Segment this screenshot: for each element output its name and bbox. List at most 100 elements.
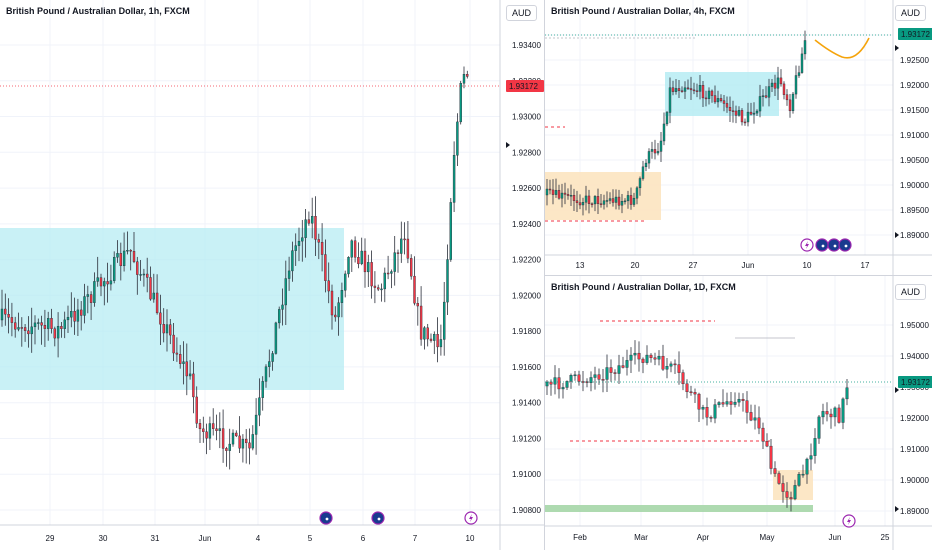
candle-body	[169, 324, 172, 336]
y-tick-label: 1.90500	[900, 156, 929, 165]
candle-body	[373, 285, 377, 288]
candle-body	[575, 200, 579, 203]
scale-arrow-icon	[895, 232, 899, 238]
candle-body	[593, 196, 597, 205]
candle-body	[685, 383, 689, 393]
candle-body	[545, 188, 549, 196]
candle-body	[644, 162, 648, 168]
candle-body	[645, 354, 649, 363]
x-tick-label: Feb	[573, 533, 587, 542]
candle-body	[563, 192, 567, 195]
candle-body	[781, 483, 785, 492]
candle-body	[390, 271, 393, 274]
candle-body	[244, 438, 248, 444]
candle-body	[601, 379, 605, 381]
currency-badge[interactable]: AUD	[506, 5, 538, 21]
candle-body	[668, 87, 672, 113]
currency-badge[interactable]: AUD	[895, 5, 927, 21]
candle-body	[50, 318, 53, 329]
candle-body	[701, 407, 705, 410]
candle-body	[705, 407, 709, 418]
candle-body	[446, 259, 449, 303]
chart-pane-1h[interactable]: 1.934001.932001.930001.928001.926001.924…	[0, 0, 544, 550]
y-tick-label: 1.92500	[900, 56, 929, 65]
x-tick-label: 7	[413, 534, 418, 543]
candle-body	[218, 428, 222, 431]
candle-body	[752, 112, 756, 115]
candle-body	[767, 86, 771, 98]
y-tick-label: 1.91200	[512, 434, 541, 443]
candle-body	[773, 468, 777, 474]
y-tick-label: 1.91800	[512, 327, 541, 336]
candle-body	[673, 363, 677, 366]
candle-body	[554, 190, 558, 195]
candle-body	[572, 194, 576, 201]
candle-body	[709, 417, 713, 419]
candle-body	[761, 95, 765, 97]
y-tick-label: 1.95000	[900, 321, 929, 330]
candle-body	[287, 270, 291, 279]
candle-body	[551, 189, 555, 195]
currency-badge[interactable]: AUD	[895, 284, 927, 300]
candle-body	[553, 377, 557, 385]
candle-body	[33, 322, 37, 328]
chart-pane-4h[interactable]: 1.930001.925001.920001.915001.910001.905…	[545, 0, 932, 275]
chart-canvas-1h[interactable]: 1.934001.932001.930001.928001.926001.924…	[0, 0, 544, 550]
candle-body	[557, 190, 561, 199]
candle-body	[617, 196, 621, 206]
candle-body	[770, 82, 774, 87]
candle-body	[320, 242, 324, 255]
candle-body	[794, 75, 798, 95]
pane-divider-horizontal[interactable]	[544, 275, 932, 276]
range-zone	[0, 228, 344, 390]
chart-pane-1d[interactable]: 1.950001.940001.930001.920001.910001.900…	[545, 276, 932, 550]
candle-body	[162, 324, 165, 334]
candle-body	[228, 443, 231, 451]
candle-body	[791, 93, 795, 112]
candle-body	[617, 365, 621, 374]
candle-body	[188, 373, 192, 377]
candle-body	[683, 87, 687, 92]
candle-body	[681, 372, 685, 385]
candle-body	[734, 110, 738, 116]
candle-body	[4, 308, 7, 315]
candle-body	[112, 257, 116, 281]
candle-body	[722, 100, 726, 104]
chart-canvas-4h[interactable]: 1.930001.925001.920001.915001.910001.905…	[545, 0, 932, 275]
candle-body	[625, 360, 629, 368]
australia-flag-icon	[838, 238, 852, 252]
candle-body	[692, 89, 696, 92]
candle-body	[406, 238, 410, 259]
candle-body	[581, 202, 585, 206]
candle-body	[386, 272, 390, 275]
candle-body	[324, 254, 327, 281]
candle-body	[589, 377, 593, 383]
y-tick-label: 1.92200	[512, 256, 541, 265]
candle-body	[278, 309, 281, 324]
candle-body	[749, 412, 753, 421]
candle-body	[741, 398, 745, 401]
candle-body	[719, 98, 723, 101]
scale-arrow-icon	[506, 142, 510, 148]
candle-body	[396, 252, 400, 254]
candle-body	[149, 277, 152, 300]
candle-body	[841, 398, 845, 423]
candle-body	[801, 473, 805, 476]
candle-body	[380, 288, 383, 291]
chart-canvas-1d[interactable]: 1.950001.940001.930001.920001.910001.900…	[545, 276, 932, 550]
candle-body	[749, 111, 753, 115]
candle-body	[599, 203, 603, 205]
candle-body	[43, 325, 47, 329]
candle-body	[833, 407, 837, 418]
y-tick-label: 1.91600	[512, 363, 541, 372]
candle-body	[626, 195, 630, 202]
candle-body	[377, 287, 380, 290]
candle-body	[797, 474, 801, 486]
candle-body	[623, 200, 627, 203]
y-tick-label: 1.91000	[512, 470, 541, 479]
candle-body	[251, 434, 255, 449]
candle-body	[803, 40, 807, 55]
candle-body	[178, 354, 182, 364]
candle-body	[721, 402, 725, 405]
candle-body	[40, 322, 43, 326]
